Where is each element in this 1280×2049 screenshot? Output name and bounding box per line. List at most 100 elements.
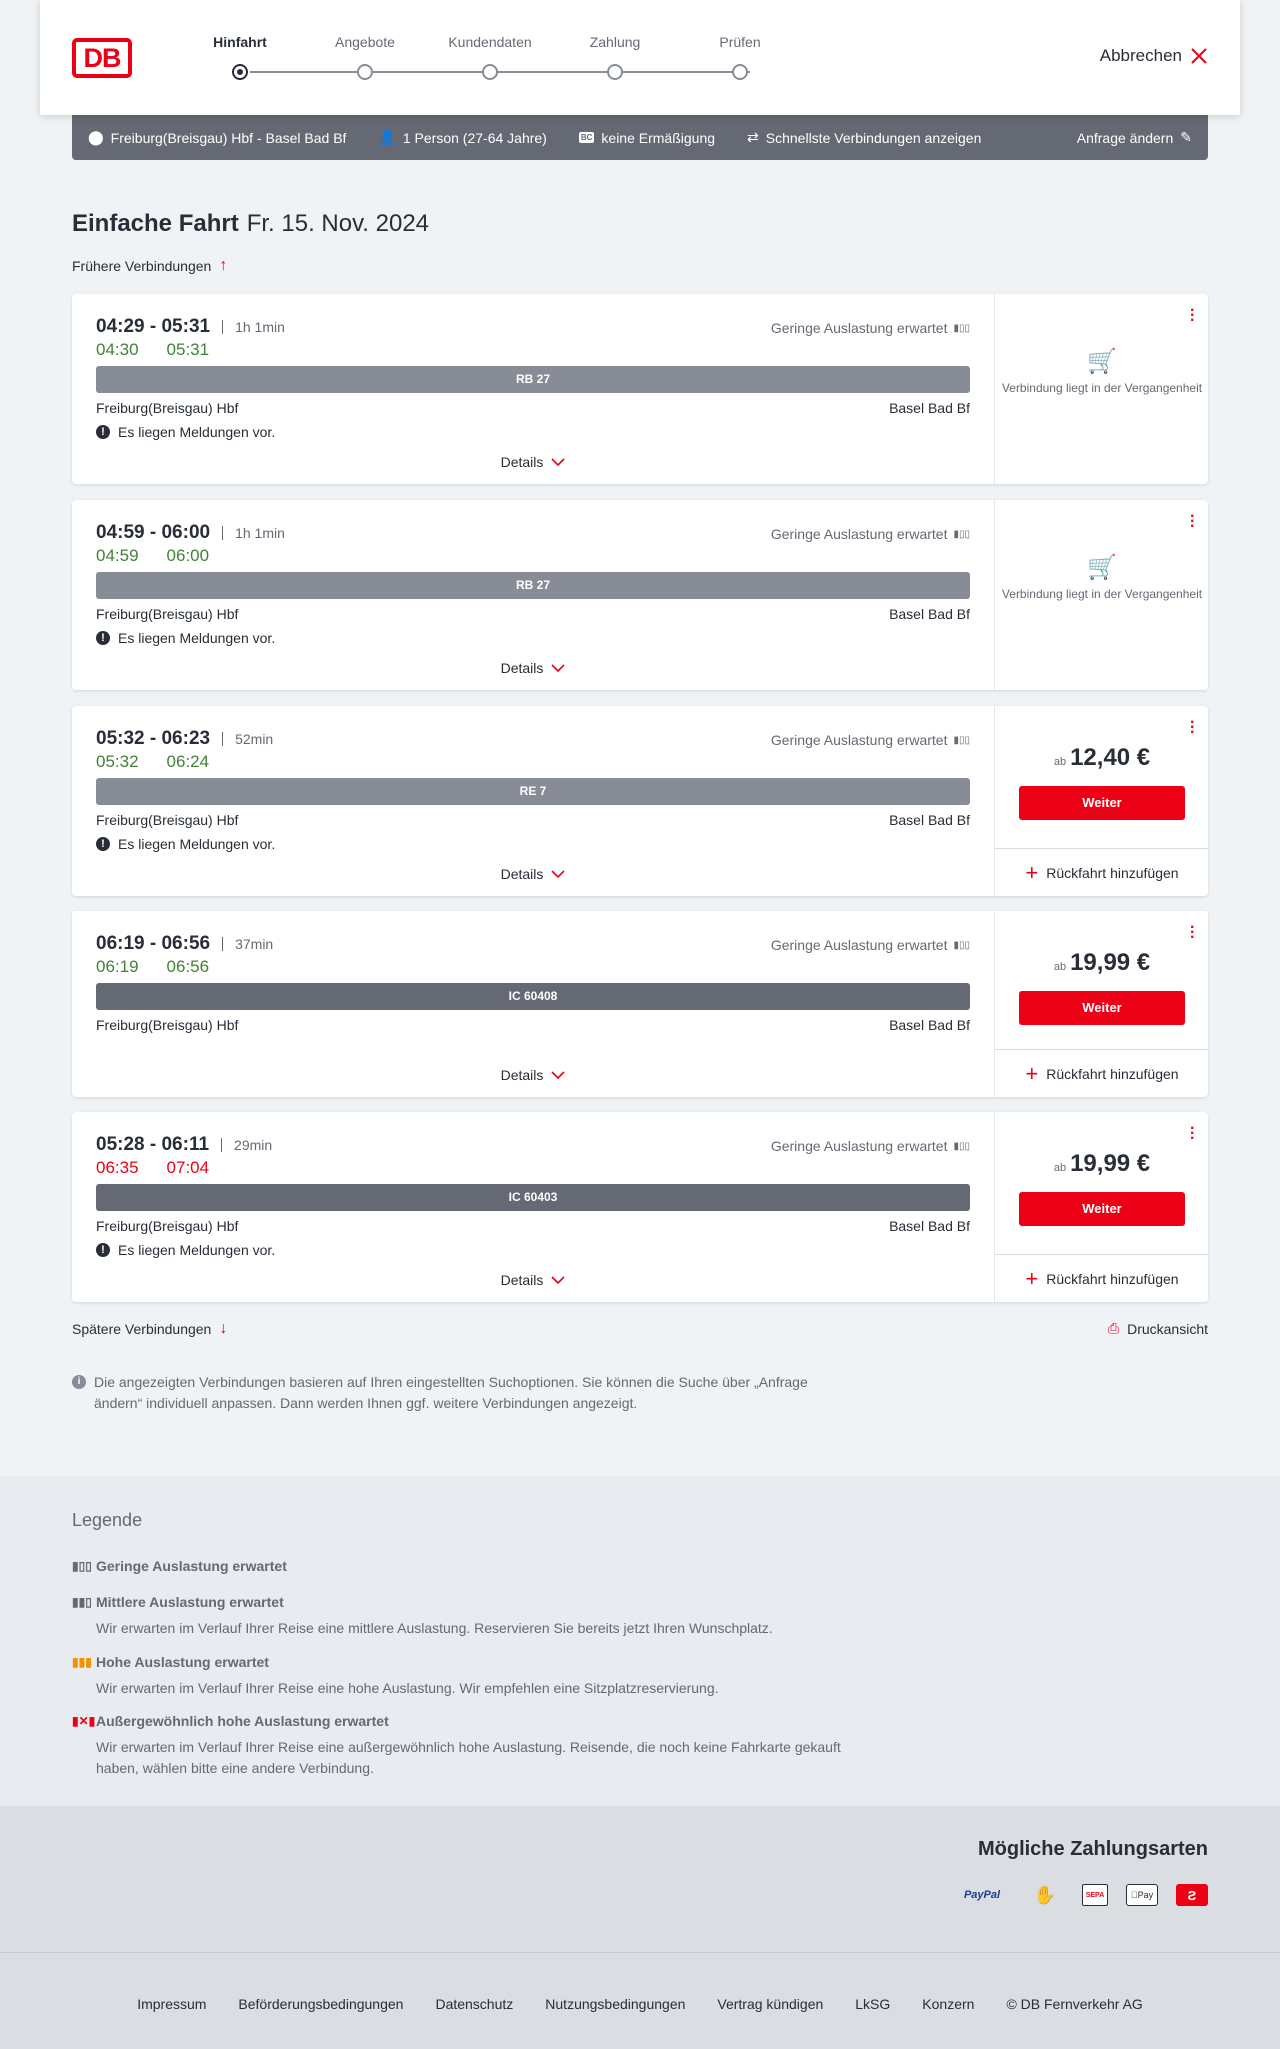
continue-button[interactable]: Weiter <box>1019 1192 1185 1226</box>
offer-panel: · · · 🛒 Verbindung liegt in der Vergangenhei… <box>994 294 1208 484</box>
occupancy-info: Geringe Auslastung erwartet ▮▯▯ <box>771 1138 970 1154</box>
alert-icon: ! <box>96 425 110 439</box>
footer-link[interactable]: Beförderungsbedingungen <box>238 1996 404 2012</box>
step-label: Hinfahrt <box>213 34 267 50</box>
cancel-button[interactable]: Abbrechen <box>1100 46 1208 66</box>
occupancy-info: Geringe Auslastung erwartet ▮▯▯ <box>771 526 970 542</box>
occupancy-text: Geringe Auslastung erwartet <box>770 320 948 336</box>
legend-item-title: Mittlere Auslastung erwartet <box>96 1594 284 1610</box>
more-options-icon[interactable]: · · · <box>1190 919 1196 946</box>
step-circle-icon <box>232 64 248 80</box>
route-text: Freiburg(Breisgau) Hbf - Basel Bad Bf <box>110 129 347 146</box>
footer-link[interactable]: Datenschutz <box>435 1996 514 2012</box>
more-options-icon[interactable]: · · · <box>1190 1120 1196 1147</box>
train-bar[interactable]: IC 60403 <box>96 1184 970 1211</box>
more-options-icon[interactable]: · · · <box>1190 302 1196 329</box>
add-return-button[interactable]: + Rückfahrt hinzufügen <box>995 1049 1209 1097</box>
destination-station: Basel Bad Bf <box>889 606 970 622</box>
train-bar[interactable]: RB 27 <box>96 366 970 393</box>
footer-link[interactable]: Vertrag kündigen <box>717 1996 824 2012</box>
legend-item-title: Außergewöhnlich hohe Auslastung erwartet <box>96 1713 389 1729</box>
duration: 1h 1min <box>222 526 285 540</box>
realtime-times: 04:59 06:00 <box>96 546 209 566</box>
plus-icon: + <box>1025 859 1039 885</box>
footer-link[interactable]: Nutzungsbedingungen <box>545 1996 686 2012</box>
realtime-arrival: 06:24 <box>166 752 210 771</box>
message-text: Es liegen Meldungen vor. <box>118 630 276 646</box>
return-label: Rückfahrt hinzufügen <box>1046 1065 1179 1082</box>
return-label: Rückfahrt hinzufügen <box>1046 1270 1179 1287</box>
db-payment-icon: Ƨ <box>1176 1884 1208 1906</box>
page-title: Einfache Fahrt Fr. 15. Nov. 2024 <box>72 210 429 238</box>
details-toggle[interactable]: Details <box>72 454 994 470</box>
change-text: Anfrage ändern <box>1076 129 1174 146</box>
continue-button[interactable]: Weiter <box>1019 991 1185 1025</box>
footer-link[interactable]: Konzern <box>922 1996 975 2012</box>
occupancy-text: Geringe Auslastung erwartet <box>770 1138 948 1154</box>
footer-link[interactable]: Impressum <box>137 1996 207 2012</box>
step-kundendaten: Kundendaten <box>430 34 550 80</box>
occupancy-high-icon: ▮▮▮ <box>72 1655 92 1669</box>
cancel-label: Abbrechen <box>1099 46 1182 65</box>
step-circle-icon <box>607 64 623 80</box>
time-range: 04:59 - 06:00 <box>96 522 211 543</box>
time-range: 06:19 - 06:56 <box>96 933 211 954</box>
details-label: Details <box>500 454 544 470</box>
earlier-connections-link[interactable]: Frühere Verbindungen ↑ <box>72 257 227 275</box>
db-logo[interactable]: DB <box>72 38 132 78</box>
payment-title: Mögliche Zahlungsarten <box>977 1838 1208 1860</box>
time-range: 05:28 - 06:11 <box>96 1134 210 1155</box>
fastest-toggle[interactable]: ⇄ Schnellste Verbindungen anzeigen <box>747 129 981 146</box>
legend-item-text: Wir erwarten im Verlauf Ihrer Reise eine… <box>96 1739 841 1776</box>
step-circle-icon <box>482 64 498 80</box>
step-angebote: Angebote <box>305 34 425 80</box>
past-text: Verbindung liegt in der Vergangenheit <box>1001 587 1203 601</box>
swap-icon: ⇄ <box>747 129 759 145</box>
details-toggle[interactable]: Details <box>72 1272 994 1288</box>
footer-link[interactable]: LkSG <box>855 1996 891 2012</box>
train-bar[interactable]: IC 60408 <box>96 983 970 1010</box>
add-return-button[interactable]: + Rückfahrt hinzufügen <box>995 848 1209 896</box>
alert-icon: ! <box>96 631 110 645</box>
details-toggle[interactable]: Details <box>72 1067 994 1083</box>
print-view-link[interactable]: ⎙ Druckansicht <box>1108 1320 1208 1337</box>
details-toggle[interactable]: Details <box>72 660 994 676</box>
change-request-button[interactable]: Anfrage ändern ✎ <box>1077 129 1192 146</box>
occupancy-text: Geringe Auslastung erwartet <box>770 526 948 542</box>
destination-station: Basel Bad Bf <box>889 400 970 416</box>
train-bar[interactable]: RE 7 <box>96 778 970 805</box>
arrow-up-icon: ↑ <box>219 257 228 274</box>
legend-item-text: Wir erwarten im Verlauf Ihrer Reise eine… <box>96 1680 719 1696</box>
realtime-arrival: 06:00 <box>166 546 210 565</box>
step-label: Prüfen <box>719 34 761 50</box>
connection-info: 05:32 - 06:23 52min 05:32 06:24 Geringe Au… <box>72 706 994 896</box>
legend-item-high: ▮▮▮ Hohe Auslastung erwartet Wir erwarten … <box>72 1654 872 1699</box>
details-toggle[interactable]: Details <box>72 866 994 882</box>
price: ab 12,40 € <box>995 744 1209 772</box>
step-circle-icon <box>357 64 373 80</box>
duration: 29min <box>221 1138 272 1152</box>
train-bar[interactable]: RB 27 <box>96 572 970 599</box>
header: DB Hinfahrt Angebote Kundendaten Zahlung… <box>40 0 1240 115</box>
scheduled-times: 04:59 - 06:00 1h 1min <box>96 522 285 544</box>
continue-button[interactable]: Weiter <box>1019 786 1185 820</box>
later-connections-link[interactable]: Spätere Verbindungen ↓ <box>72 1320 227 1338</box>
more-options-icon[interactable]: · · · <box>1190 508 1196 535</box>
scheduled-times: 04:29 - 05:31 1h 1min <box>96 316 285 338</box>
return-label: Rückfahrt hinzufügen <box>1046 864 1179 881</box>
chevron-down-icon <box>551 458 565 466</box>
occupancy-text: Geringe Auslastung erwartet <box>770 937 948 953</box>
note-text: Die angezeigten Verbindungen basieren au… <box>94 1374 808 1411</box>
price-value: 19,99 € <box>1070 1150 1151 1177</box>
discount-info: BC keine Ermäßigung <box>578 130 715 146</box>
more-options-icon[interactable]: · · · <box>1190 714 1196 741</box>
destination-station: Basel Bad Bf <box>889 812 970 828</box>
footer-link[interactable]: © DB Fernverkehr AG <box>1006 1996 1143 2012</box>
scheduled-times: 05:32 - 06:23 52min <box>96 728 273 750</box>
add-return-button[interactable]: + Rückfahrt hinzufügen <box>995 1254 1209 1302</box>
origin-station: Freiburg(Breisgau) Hbf <box>96 1017 239 1033</box>
chevron-down-icon <box>551 1276 565 1284</box>
sepa-icon: SEPA <box>1082 1884 1108 1906</box>
origin-station: Freiburg(Breisgau) Hbf <box>96 400 239 416</box>
footer: Impressum Beförderungsbedingungen Datensch… <box>0 1952 1280 2049</box>
